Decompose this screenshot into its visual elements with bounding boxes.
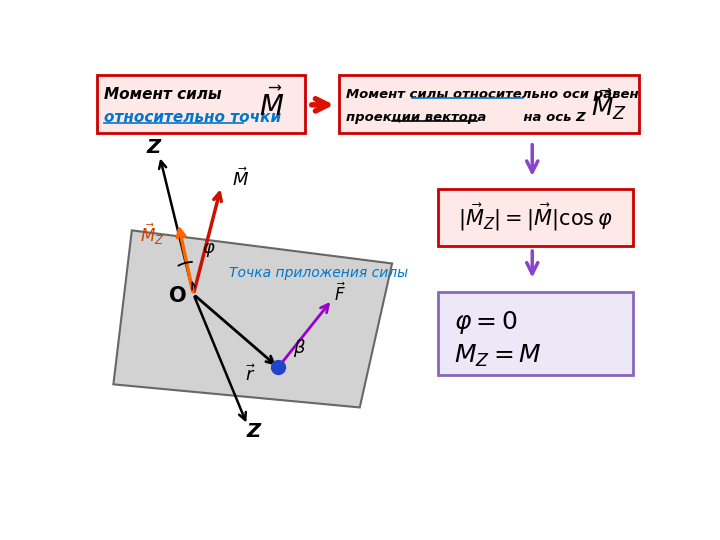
Text: Момент силы относительно оси равен: Момент силы относительно оси равен [346, 87, 639, 100]
Text: O: O [169, 286, 187, 306]
Text: $\vec{r}$: $\vec{r}$ [245, 364, 256, 385]
Text: Момент силы: Момент силы [104, 86, 222, 102]
Text: Точка приложения силы: Точка приложения силы [230, 266, 408, 280]
Text: $\varphi = 0$: $\varphi = 0$ [454, 309, 517, 336]
Text: $\varphi$: $\varphi$ [202, 241, 216, 259]
Text: $\vec{M}$: $\vec{M}$ [232, 167, 249, 190]
Text: $\vec{F}$: $\vec{F}$ [334, 282, 346, 305]
Text: $M_Z = M$: $M_Z = M$ [454, 343, 541, 369]
Text: проекции вектора        на ось Z: проекции вектора на ось Z [346, 111, 585, 124]
Text: $\beta$: $\beta$ [293, 337, 306, 359]
Text: $|\vec{M}_Z| = |\vec{M}|\cos\varphi$: $|\vec{M}_Z| = |\vec{M}|\cos\varphi$ [458, 201, 613, 233]
FancyBboxPatch shape [438, 292, 633, 375]
FancyBboxPatch shape [339, 75, 639, 133]
FancyBboxPatch shape [438, 189, 633, 246]
Text: относительно точки: относительно точки [104, 110, 282, 125]
Polygon shape [113, 231, 392, 408]
Text: Z: Z [246, 422, 261, 441]
Text: Z: Z [146, 138, 161, 158]
Text: $\vec{M}$: $\vec{M}$ [259, 88, 284, 122]
Text: $\vec{M}_Z$: $\vec{M}_Z$ [591, 87, 627, 122]
Text: $\vec{M}_Z$: $\vec{M}_Z$ [140, 221, 164, 247]
FancyBboxPatch shape [97, 75, 305, 133]
